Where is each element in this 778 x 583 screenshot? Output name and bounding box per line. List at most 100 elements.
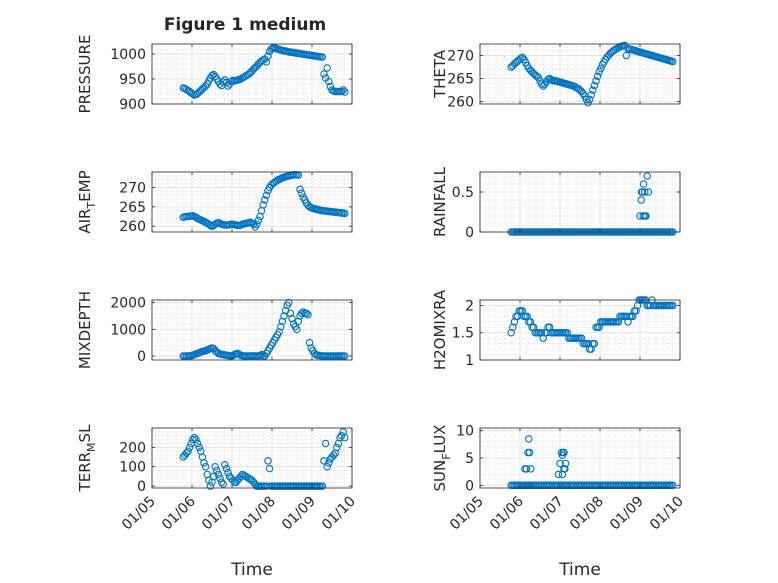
data-point: [265, 464, 274, 473]
y-tick-label: 100: [119, 460, 146, 476]
data-point: [639, 180, 648, 188]
y-label-part: SL: [76, 424, 94, 443]
axes-box: [151, 43, 353, 105]
panel-mixdepth: 0 1000 2000 MIXDEPTH: [76, 291, 353, 369]
data-point: [669, 301, 677, 310]
data-point: [213, 466, 221, 475]
data-point: [507, 328, 515, 337]
plot-area: [152, 300, 352, 360]
data-point: [217, 478, 226, 486]
marker-series: [507, 435, 677, 490]
marker-series: [507, 41, 677, 107]
data-point: [286, 309, 295, 318]
y-label-part: LUX: [431, 425, 449, 454]
data-point: [632, 307, 640, 315]
data-point: [278, 317, 287, 326]
data-point: [216, 474, 224, 483]
y-tick-label: 2: [465, 298, 474, 314]
data-point: [624, 318, 632, 326]
data-point: [211, 462, 219, 471]
y-tick-label: 200: [119, 440, 146, 456]
data-point: [341, 209, 349, 218]
data-point: [592, 77, 600, 85]
y-tick-label: 1000: [110, 322, 146, 338]
data-point: [554, 470, 563, 479]
data-point: [537, 328, 546, 337]
x-axis-label: Time: [558, 560, 601, 580]
y-tick-label: 265: [119, 200, 146, 216]
data-point: [637, 196, 645, 204]
data-point: [589, 86, 597, 94]
y-tick-label: 1: [465, 353, 474, 369]
data-point: [264, 457, 272, 465]
data-point: [208, 71, 216, 80]
y-tick-label: 0: [465, 478, 474, 494]
y-tick-label: 260: [447, 95, 474, 111]
data-point: [297, 189, 306, 198]
data-point: [193, 439, 202, 448]
data-point: [597, 64, 605, 73]
data-point: [261, 196, 269, 204]
data-point: [189, 435, 197, 444]
data-point: [264, 52, 272, 60]
data-point: [643, 172, 651, 180]
y-axis-label: THETA: [431, 49, 449, 99]
y-tick-label: 0: [137, 349, 146, 365]
marker-series: [179, 43, 349, 99]
data-point: [318, 482, 327, 490]
y-tick-label: 10: [456, 424, 474, 440]
data-point: [593, 72, 602, 81]
data-point: [192, 435, 200, 444]
y-tick-label: 5: [465, 451, 474, 467]
data-point: [577, 334, 586, 342]
data-point: [590, 81, 599, 90]
x-axis-label: Time: [230, 560, 273, 580]
data-point: [262, 191, 271, 199]
data-point: [518, 307, 527, 315]
axes-box: [479, 171, 681, 233]
data-point: [305, 338, 314, 347]
data-point: [523, 312, 531, 321]
y-axis-label: PRESSURE: [76, 35, 94, 114]
axes-box: [151, 427, 353, 489]
y-axis-label: MIXDEPTH: [76, 291, 94, 369]
y-tick-label: 270: [119, 180, 146, 196]
data-point: [590, 339, 599, 348]
data-point: [185, 443, 194, 452]
data-point: [288, 314, 296, 323]
data-point: [587, 91, 595, 99]
data-point: [189, 90, 197, 98]
figure-title: Figure 1 medium: [164, 15, 326, 35]
data-point: [525, 448, 534, 457]
y-label-subscript: M: [85, 442, 98, 452]
data-point: [525, 481, 534, 490]
y-tick-label: 1000: [110, 47, 146, 63]
axes-box: [151, 171, 353, 233]
y-axis-label: TERRMSL: [76, 424, 98, 493]
data-point: [585, 95, 594, 104]
y-axis-label: AIRTEMP: [76, 170, 98, 233]
data-point: [587, 345, 595, 353]
data-point: [339, 86, 347, 94]
y-tick-label: 0: [465, 225, 474, 241]
data-point: [539, 334, 547, 342]
y-tick-label: 900: [119, 97, 146, 113]
y-tick-label: 2000: [110, 296, 146, 312]
data-point: [323, 462, 331, 471]
marker-series: [179, 298, 349, 360]
marker-series: [179, 428, 349, 490]
plot-area: [480, 172, 680, 232]
data-point: [529, 323, 538, 332]
data-point: [517, 54, 525, 63]
data-point: [190, 433, 199, 442]
data-point: [641, 188, 649, 196]
data-point: [562, 481, 571, 490]
data-point: [509, 323, 517, 332]
data-point: [275, 328, 283, 336]
data-point: [560, 448, 568, 457]
data-point: [296, 185, 304, 194]
y-tick-label: 0: [137, 479, 146, 495]
